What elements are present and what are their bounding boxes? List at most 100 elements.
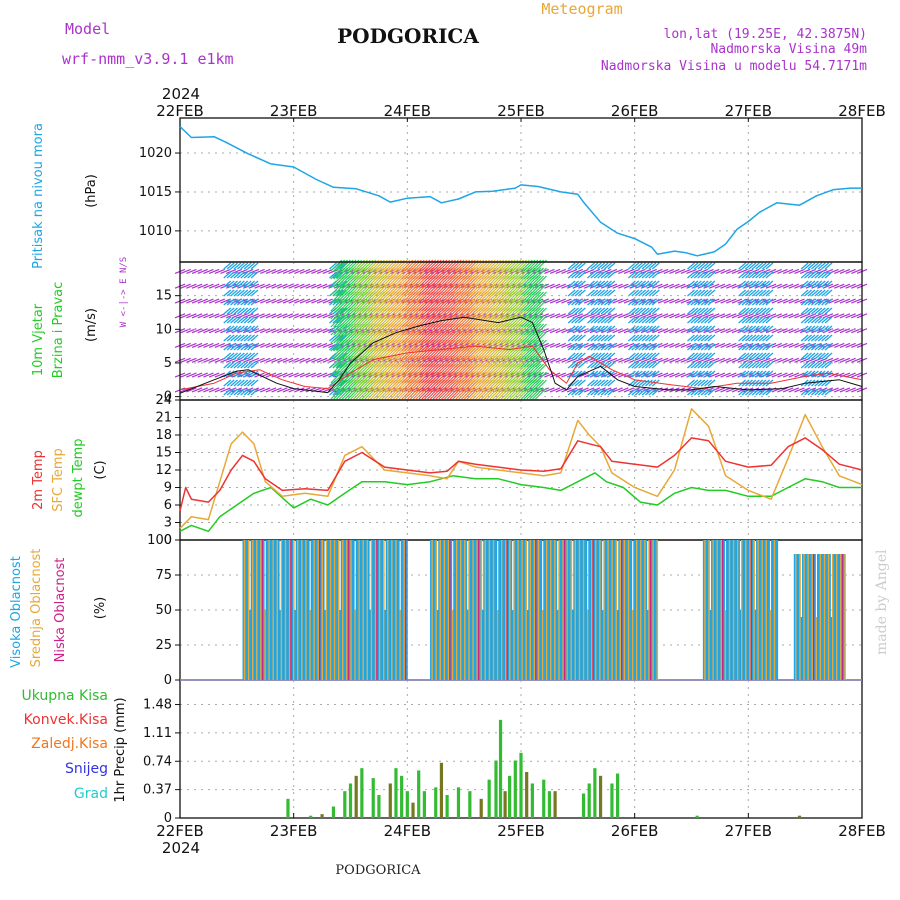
wind-arrow (247, 289, 256, 297)
wind-arrow (731, 268, 743, 274)
wind-arrow (597, 298, 606, 306)
wind-arrow (804, 298, 812, 306)
cloud-bar (619, 540, 622, 680)
cloud-bar (262, 540, 265, 680)
wind-arrow (236, 334, 245, 342)
wind-arrow (641, 388, 650, 396)
wind-arrow (782, 268, 794, 274)
cloud-bar (511, 610, 514, 680)
wind-arrow (762, 352, 770, 360)
wind-arrow (810, 307, 819, 315)
cloud-bar (447, 540, 450, 680)
wind-arrow (243, 271, 252, 279)
precip-bar (331, 806, 336, 818)
wind-arrow (595, 357, 606, 363)
y-tick-label: 0 (164, 673, 172, 688)
wind-arrow (651, 307, 660, 315)
wind-arrow (529, 379, 542, 392)
wind-arrow (765, 361, 774, 369)
wind-arrow (631, 280, 640, 288)
wind-arrow (618, 283, 629, 289)
wind-arrow (771, 357, 782, 363)
wind-arrow (574, 334, 583, 342)
wind-arrow (731, 357, 743, 363)
wind-arrow (645, 325, 653, 333)
wind-arrow (230, 343, 238, 351)
cloud-bar (494, 540, 496, 680)
wind-arrow (663, 342, 674, 349)
panel-grid-4: 00.370.741.111.48 (143, 680, 862, 826)
wind-arrow (814, 316, 823, 324)
y-tick-label: 0.37 (143, 783, 172, 798)
wind-arrow (634, 298, 643, 306)
wind-arrow (214, 283, 226, 289)
wind-arrow (236, 307, 245, 315)
cloud-bar (550, 540, 552, 680)
wind-arrow (529, 355, 542, 368)
wind-arrow (828, 328, 839, 334)
wind-arrow (277, 357, 288, 363)
wind-arrow (704, 298, 712, 306)
wind-arrow (566, 387, 578, 393)
wind-arrow (578, 283, 589, 289)
wind-arrow (223, 316, 232, 324)
cloud-bar (604, 540, 607, 680)
wind-arrow (707, 289, 716, 297)
wind-arrow (529, 315, 542, 328)
wind-arrow (674, 268, 686, 274)
cloud-bar (267, 540, 269, 680)
wind-arrow (737, 313, 748, 319)
cloud-bar (265, 540, 268, 680)
cloud-bar (295, 540, 298, 680)
wind-arrow (265, 298, 277, 304)
wind-arrow (544, 268, 555, 274)
cloud-bar (773, 540, 776, 680)
wind-arrow (645, 271, 653, 279)
wind-arrow (674, 372, 686, 378)
wind-arrow (690, 379, 699, 387)
wind-arrow (669, 283, 680, 289)
wind-arrow (800, 388, 809, 396)
cloud-bar (395, 540, 397, 680)
wind-arrow (197, 342, 208, 349)
wind-arrow (529, 371, 542, 384)
wind-arrow (233, 307, 242, 315)
wind-arrow (807, 271, 816, 279)
cloud-bar (651, 540, 653, 680)
wind-arrow (758, 352, 767, 360)
wind-arrow (745, 334, 753, 342)
wind-arrow (535, 283, 547, 296)
wind-arrow (800, 361, 809, 369)
wind-arrow (794, 313, 805, 319)
cloud-bar (381, 540, 384, 680)
wind-arrow (714, 357, 726, 363)
wind-arrow (771, 342, 782, 349)
wind-arrow (590, 271, 599, 279)
wind-arrow (745, 352, 753, 360)
wind-arrow (574, 298, 583, 306)
wind-arrow (807, 262, 816, 270)
cloud-bar (506, 540, 509, 680)
precip-bar (593, 768, 597, 818)
wind-arrow (532, 355, 545, 368)
cloud-bar (626, 540, 629, 680)
wind-arrow (839, 372, 851, 378)
cloud-bar (570, 540, 573, 680)
wind-arrow (566, 268, 578, 274)
wind-arrow (641, 343, 650, 351)
wind-arrow (240, 271, 249, 279)
wind-arrow (618, 357, 629, 363)
cloud-bar (795, 554, 797, 680)
wind-arrow (751, 280, 760, 288)
cloud-bar (290, 540, 292, 680)
cloud-bar (577, 540, 579, 680)
wind-arrow (265, 313, 277, 319)
wind-arrow (700, 343, 709, 351)
cloud-bar (495, 540, 498, 680)
cloud-bar (803, 554, 805, 680)
x-tick-label-bottom: 24FEB (384, 822, 431, 840)
wind-arrow (745, 262, 753, 270)
wind-arrow (810, 388, 819, 396)
wind-arrow (765, 370, 774, 378)
